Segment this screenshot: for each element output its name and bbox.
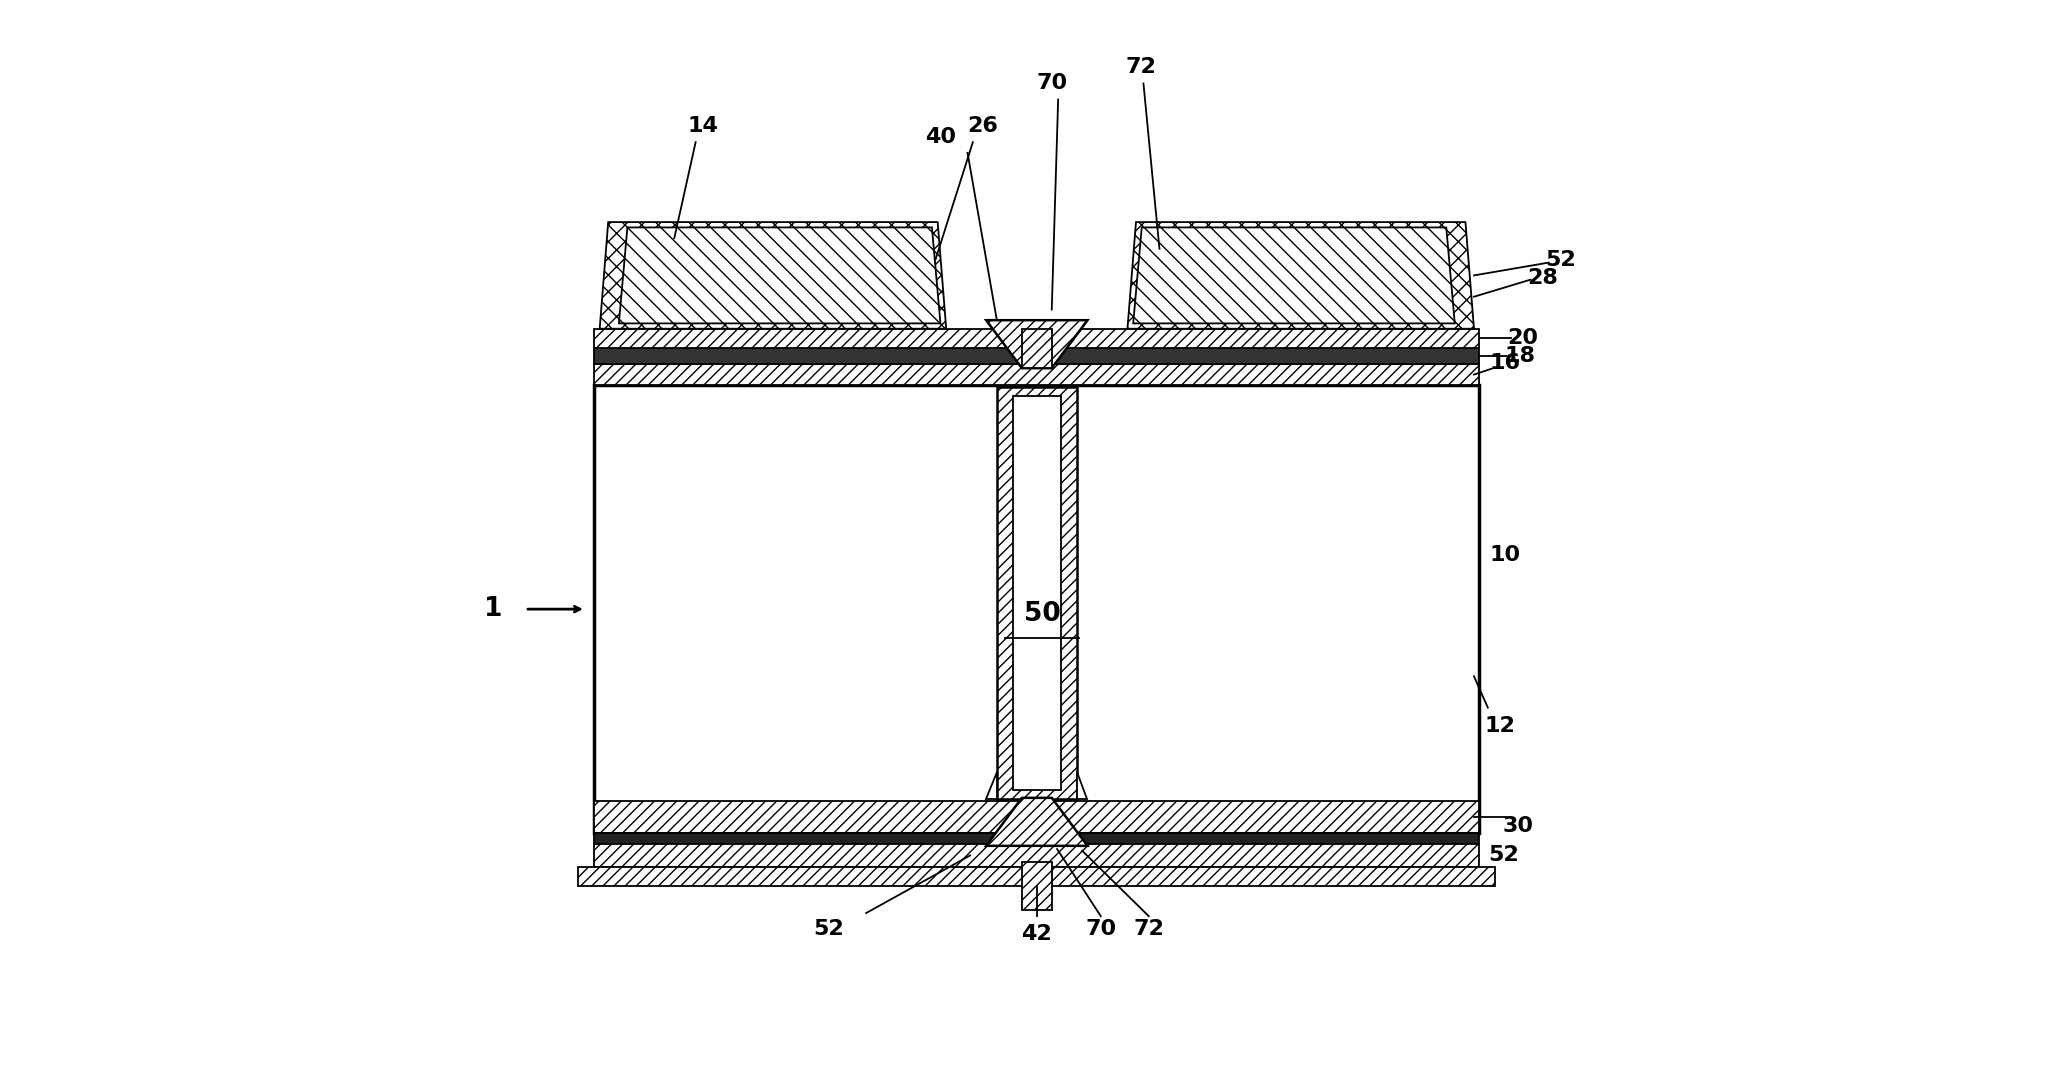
Text: 10: 10 [1489, 545, 1520, 566]
Polygon shape [1048, 321, 1087, 368]
Bar [594, 833, 1479, 843]
Text: 40: 40 [926, 127, 957, 146]
Bar [594, 363, 1479, 385]
Bar [578, 867, 1496, 886]
Text: 1: 1 [485, 597, 501, 622]
Text: 12: 12 [1485, 715, 1516, 735]
Polygon shape [986, 772, 996, 799]
Polygon shape [600, 222, 947, 329]
Bar [1013, 396, 1060, 790]
Text: 16: 16 [1489, 353, 1520, 373]
Bar [594, 843, 1479, 867]
Bar [1021, 862, 1052, 910]
Text: 72: 72 [1133, 919, 1164, 939]
Text: 26: 26 [968, 117, 998, 136]
Text: 28: 28 [1527, 267, 1558, 288]
Text: 52: 52 [813, 919, 844, 939]
Polygon shape [1077, 772, 1087, 799]
Bar [1015, 398, 1058, 788]
Polygon shape [986, 321, 1025, 368]
Bar [594, 385, 1479, 833]
Text: 14: 14 [687, 117, 718, 136]
Bar [996, 387, 1077, 799]
Bar [594, 347, 1479, 363]
Bar [594, 801, 1479, 833]
Text: 42: 42 [1021, 925, 1052, 944]
Polygon shape [1128, 222, 1473, 329]
Text: 70: 70 [1085, 919, 1116, 939]
Polygon shape [619, 228, 941, 324]
Text: 52: 52 [1487, 846, 1518, 866]
Bar [1021, 329, 1052, 368]
Polygon shape [1133, 228, 1454, 324]
Text: 18: 18 [1504, 346, 1535, 366]
Polygon shape [986, 797, 1087, 846]
Bar [594, 329, 1479, 347]
Text: 20: 20 [1508, 328, 1539, 348]
Text: 50: 50 [1023, 602, 1060, 628]
Text: 52: 52 [1545, 250, 1576, 270]
Text: 30: 30 [1502, 816, 1533, 836]
Polygon shape [986, 321, 1087, 368]
Text: 70: 70 [1036, 74, 1067, 93]
Text: 72: 72 [1126, 58, 1157, 77]
